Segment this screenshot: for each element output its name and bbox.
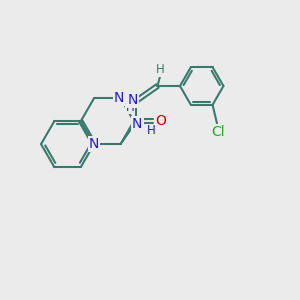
Text: H: H (126, 100, 134, 113)
Text: N: N (114, 91, 124, 105)
Text: H: H (147, 124, 155, 137)
Text: Cl: Cl (212, 124, 225, 139)
Text: N: N (128, 93, 138, 107)
Text: N: N (89, 137, 99, 151)
Text: H: H (156, 63, 165, 76)
Text: N: N (132, 117, 142, 131)
Text: O: O (155, 114, 166, 128)
